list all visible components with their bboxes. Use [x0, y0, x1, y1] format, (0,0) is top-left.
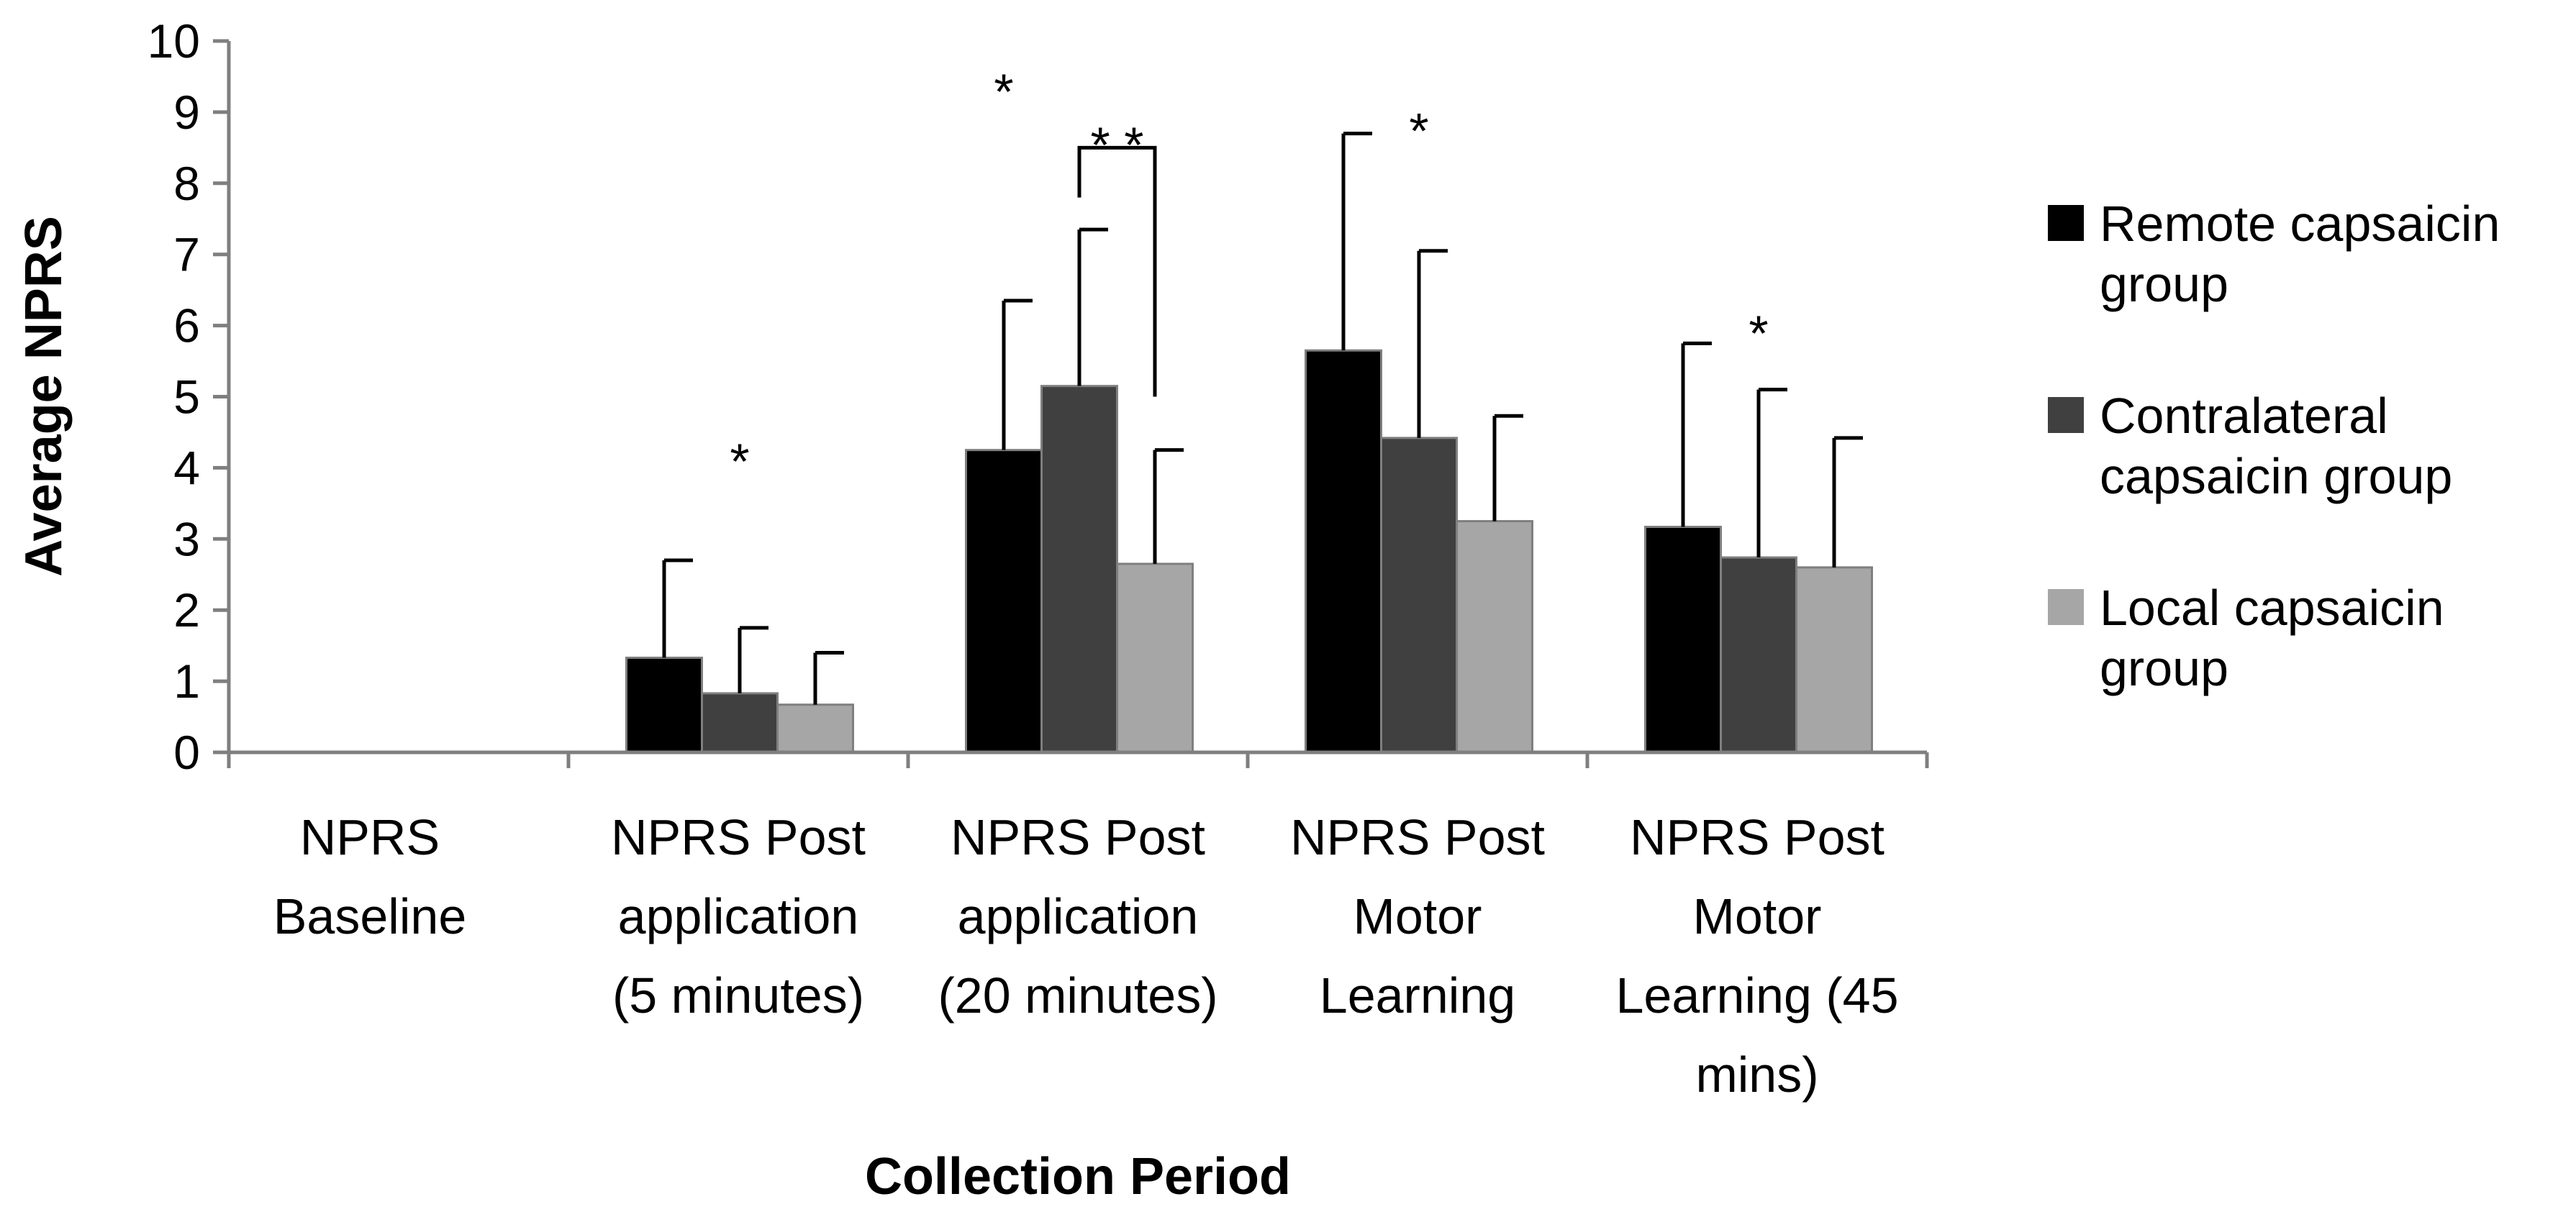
significance-annotations: * * * * * *: [730, 63, 1768, 489]
bar: [1116, 562, 1194, 754]
bar: [1795, 566, 1873, 754]
bar: [1380, 437, 1458, 754]
category-label: application: [958, 888, 1199, 944]
bar: [1040, 385, 1118, 754]
bar: [1456, 520, 1533, 754]
category-label: NPRS Post: [611, 809, 866, 865]
y-tick-label: 4: [173, 441, 200, 494]
category-label: Motor: [1693, 888, 1822, 944]
legend-swatch: [2048, 589, 2084, 625]
bars: [625, 349, 1873, 754]
x-axis-title: Collection Period: [865, 1148, 1291, 1205]
legend-label: group: [2100, 640, 2228, 696]
category-label: application: [618, 888, 859, 944]
category-label: Learning: [1320, 967, 1515, 1024]
bar: [1644, 525, 1722, 754]
category-label: NPRS Post: [951, 809, 1205, 865]
bar: [1305, 349, 1382, 754]
y-tick-label: 7: [173, 228, 200, 281]
bar: [701, 692, 779, 754]
error-bars: [662, 132, 1863, 705]
category-label: NPRS Post: [1630, 809, 1885, 865]
bar: [776, 703, 854, 754]
x-axis-ticks: [227, 752, 1929, 768]
legend-label: Remote capsaicin: [2100, 196, 2500, 252]
y-axis-ticks: 0 1 2 3 4 5 6 7 8 9 10: [148, 14, 229, 779]
category-labels: NPRS Baseline NPRS Post application (5 minut…: [273, 809, 1899, 1103]
y-tick-label: 3: [173, 512, 200, 565]
category-label: (20 minutes): [938, 967, 1217, 1024]
y-tick-label: 6: [173, 299, 200, 352]
legend: Remote capsaicingroupContralateralcapsai…: [2048, 196, 2500, 696]
y-tick-label: 8: [173, 157, 200, 210]
category-label: Motor: [1353, 888, 1482, 944]
significance-bracket: [1077, 145, 1157, 397]
legend-swatch: [2048, 205, 2084, 241]
category-label: NPRS: [300, 809, 440, 865]
y-tick-label: 1: [173, 655, 200, 708]
legend-swatch: [2048, 397, 2084, 433]
legend-label: capsaicin group: [2100, 448, 2452, 504]
y-tick-label: 9: [173, 86, 200, 139]
significance-marker: *: [730, 434, 749, 490]
bar: [1720, 556, 1797, 754]
legend-label: Local capsaicin: [2100, 580, 2444, 636]
category-label: Baseline: [273, 888, 467, 944]
significance-marker: * *: [1091, 117, 1144, 173]
significance-marker: *: [1409, 103, 1428, 159]
legend-label: Contralateral: [2100, 388, 2388, 444]
significance-marker: *: [994, 63, 1013, 119]
y-axis-title: Average NPRS: [15, 216, 73, 577]
category-label: NPRS Post: [1290, 809, 1545, 865]
category-label: (5 minutes): [612, 967, 864, 1024]
legend-label: group: [2100, 256, 2228, 312]
axes: [227, 41, 1927, 755]
category-label: mins): [1695, 1047, 1818, 1103]
bar: [965, 449, 1043, 754]
y-tick-label: 0: [173, 726, 200, 779]
y-tick-label: 2: [173, 583, 200, 637]
y-tick-label: 5: [173, 370, 200, 424]
y-tick-label: 10: [148, 14, 200, 68]
category-label: Learning (45: [1615, 967, 1898, 1024]
bar: [625, 656, 703, 754]
significance-marker: *: [1749, 306, 1768, 362]
